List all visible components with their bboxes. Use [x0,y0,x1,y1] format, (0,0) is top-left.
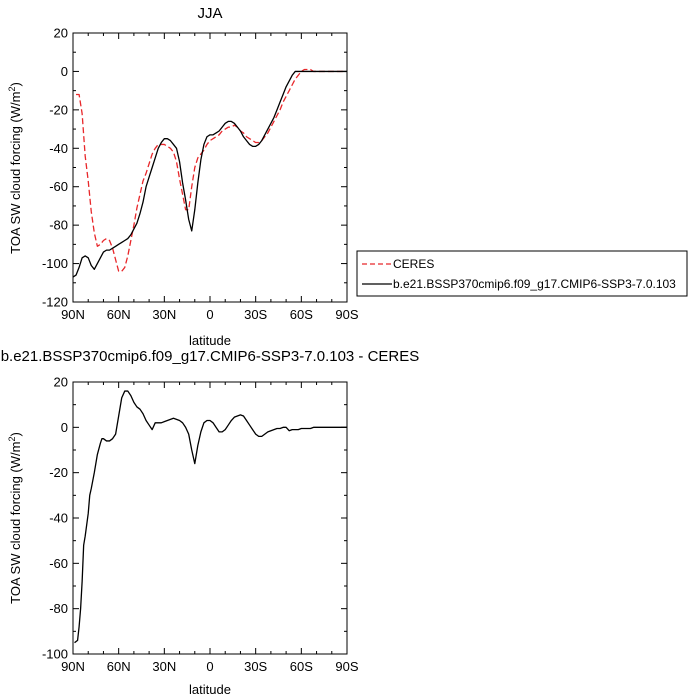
bottom-y-tick-label: 20 [54,375,68,390]
top-x-tick-label: 30S [244,307,267,322]
bottom-x-tick-label: 90S [335,659,358,674]
bottom-panel: b.e21.BSSP370cmip6.f09_g17.CMIP6-SSP3-7.… [1,348,420,697]
top-y-tick-label: 20 [54,26,68,41]
bottom-axis-ticks: 90N 60N 30N 0 30S 60S 90S -100 -80 -60 -40 -20 0 20 [42,375,359,675]
top-y-tick-label: -20 [49,102,68,117]
top-series-line-ceres [76,68,344,272]
top-y-tick-label: -120 [42,295,68,310]
bottom-series-layer [74,390,347,644]
top-y-tick-label: -80 [49,218,68,233]
top-y-tick-label: -60 [49,179,68,194]
bottom-x-tick-label: 30N [152,659,176,674]
legend-box [356,250,688,297]
top-y-tick-label: -100 [42,256,68,271]
bottom-y-tick-label: -60 [49,556,68,571]
top-y-axis-label: TOA SW cloud forcing (W/m2) [7,82,23,254]
bottom-y-tick-label: -40 [49,511,68,526]
bottom-y-axis-label: TOA SW cloud forcing (W/m2) [7,432,23,604]
top-x-tick-label: 60N [107,307,131,322]
bottom-y-tick-label: 0 [61,420,68,435]
top-series-line-model [72,70,347,278]
top-x-tick-label: 90N [61,307,85,322]
top-x-tick-label: 30N [152,307,176,322]
top-y-tick-label: 0 [61,64,68,79]
bottom-y-tick-label: -80 [49,601,68,616]
top-chart-title: JJA [197,5,222,22]
bottom-plot-frame [72,381,348,655]
top-x-tick-label: 0 [206,307,213,322]
top-axis-ticks: 90N 60N 30N 0 30S 60S 90S -120 -100 -80 -60 -40 -20 0… [42,26,359,323]
bottom-x-axis-label: latitude [189,682,231,697]
bottom-y-tick-label: -20 [49,465,68,480]
bottom-x-tick-label: 90N [61,659,85,674]
bottom-series-line-model [74,390,347,644]
bottom-x-tick-label: 60S [290,659,313,674]
top-x-tick-label: 90S [335,307,358,322]
bottom-y-tick-label: -100 [42,647,68,662]
top-series-layer [72,68,347,278]
bottom-x-tick-label: 0 [206,659,213,674]
top-panel: JJA 90N 60N 30N 0 30S 60S 90S -120 -100 -80 -60 -40… [7,5,688,348]
top-x-axis-label: latitude [189,333,231,348]
top-legend: CERES b.e21.BSSP370cmip6.f09_g17.CMIP6-S… [356,250,688,297]
bottom-x-tick-label: 30S [244,659,267,674]
top-y-tick-label: -40 [49,141,68,156]
legend-label-ceres: CERES [393,257,434,271]
top-x-tick-label: 60S [290,307,313,322]
top-plot-frame [72,32,348,303]
bottom-x-tick-label: 60N [107,659,131,674]
legend-label-model: b.e21.BSSP370cmip6.f09_g17.CMIP6-SSP3-7.… [393,277,676,291]
bottom-chart-title: b.e21.BSSP370cmip6.f09_g17.CMIP6-SSP3-7.… [1,348,420,365]
